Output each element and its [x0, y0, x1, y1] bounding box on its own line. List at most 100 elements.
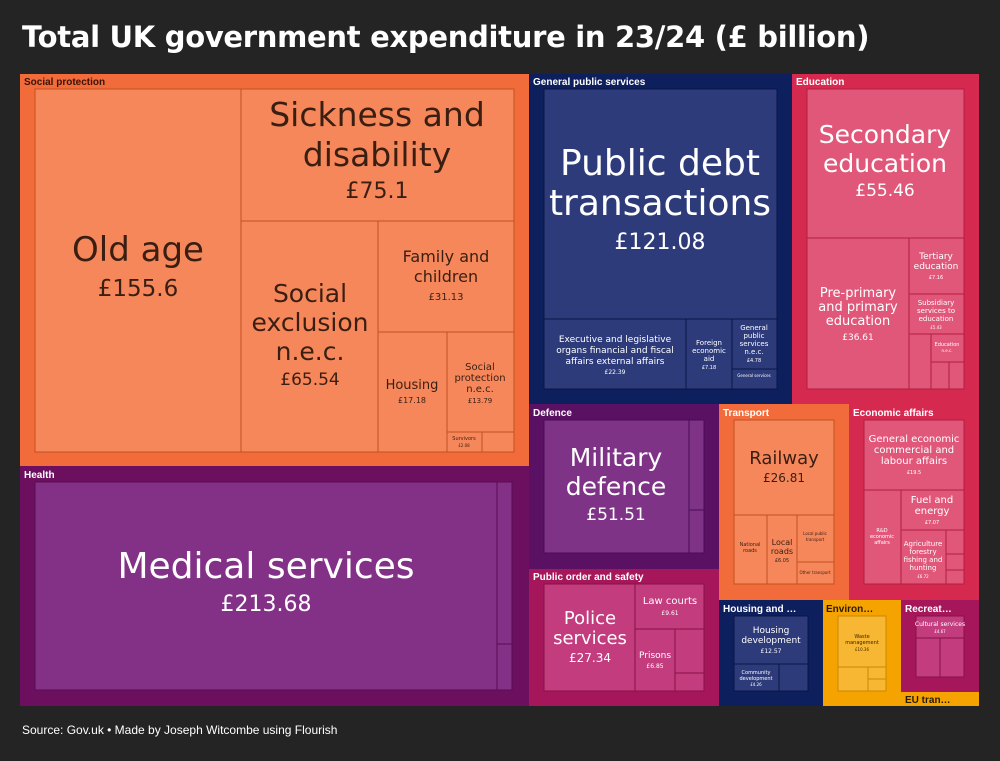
- cell-defence-small-2[interactable]: [688, 509, 705, 554]
- cell-law-courts[interactable]: [634, 583, 705, 630]
- cell-eco-small-3[interactable]: [945, 569, 965, 585]
- cell-general-economic[interactable]: [863, 419, 965, 491]
- cell-waste-management[interactable]: [837, 615, 887, 668]
- cell-old-age[interactable]: [34, 88, 242, 453]
- cell-housing-sp[interactable]: [377, 331, 448, 453]
- label-waste-2: management: [845, 640, 879, 646]
- label-general-services: General services: [737, 373, 770, 378]
- cell-defence-small-1[interactable]: [688, 419, 705, 511]
- cell-community-development[interactable]: [733, 663, 780, 692]
- cell-general-services[interactable]: [731, 368, 778, 390]
- cell-edu-small-1[interactable]: [908, 333, 932, 390]
- cell-gps-nec[interactable]: [731, 318, 778, 370]
- cell-eco-small-2[interactable]: [945, 553, 965, 571]
- value-soc-excl: £65.54: [280, 370, 339, 390]
- label-general-economic-3: labour affairs: [881, 456, 947, 467]
- label-cultural-services: Cultural services: [915, 621, 965, 628]
- cell-unemployment[interactable]: [481, 431, 515, 453]
- group-label-recreation: Recreat…: [905, 604, 952, 615]
- cell-edu-nec[interactable]: [930, 333, 965, 363]
- cell-medical-services[interactable]: [34, 481, 498, 691]
- cell-hcd-small[interactable]: [778, 663, 809, 692]
- cell-pre-primary[interactable]: [806, 237, 910, 390]
- cell-eco-small-1[interactable]: [945, 529, 965, 555]
- value-railway: £26.81: [763, 471, 805, 485]
- cell-sickness[interactable]: [240, 88, 515, 222]
- label-tertiary-1: Tertiary: [918, 252, 953, 262]
- label-public-debt-2: transactions: [549, 183, 771, 224]
- label-local-roads-1: Local: [772, 538, 793, 547]
- value-cultural-services: £4.67: [934, 629, 946, 634]
- label-foreign-aid-1: Foreign: [696, 339, 722, 347]
- label-medical-services: Medical services: [117, 546, 414, 587]
- label-agriculture-4: hunting: [910, 564, 937, 572]
- cell-edu-small-2[interactable]: [930, 361, 950, 390]
- label-police-1: Police: [564, 608, 616, 629]
- cell-rd-economic[interactable]: [863, 489, 902, 585]
- value-general-economic: £19.5: [907, 470, 921, 476]
- label-subsidiary-3: education: [919, 315, 954, 323]
- label-family-1: Family and: [403, 247, 490, 266]
- cell-pos-small-2[interactable]: [674, 672, 705, 692]
- group-label-health: Health: [24, 470, 55, 481]
- cell-military-defence[interactable]: [543, 419, 690, 554]
- label-sickness-2: disability: [303, 135, 451, 174]
- cell-rec-small-1[interactable]: [915, 637, 941, 678]
- cell-health-small-1[interactable]: [496, 481, 513, 645]
- cell-sp-nec[interactable]: [446, 331, 515, 433]
- cell-national-roads[interactable]: [733, 514, 768, 585]
- cell-railway[interactable]: [733, 419, 835, 516]
- value-pre-primary: £36.61: [842, 333, 874, 343]
- group-label-defence: Defence: [533, 408, 572, 419]
- label-old-age: Old age: [72, 230, 204, 270]
- label-law-courts: Law courts: [643, 596, 697, 607]
- cell-fuel-energy[interactable]: [900, 489, 965, 531]
- cell-housing-development[interactable]: [733, 615, 809, 665]
- cell-secondary[interactable]: [806, 88, 965, 239]
- group-eu-transactions[interactable]: [901, 692, 979, 706]
- cell-env-small-2[interactable]: [867, 666, 887, 680]
- cell-health-small-2[interactable]: [496, 643, 513, 691]
- label-sp-nec-2: protection: [454, 373, 505, 384]
- cell-pos-small-1[interactable]: [674, 628, 705, 674]
- cell-env-small-1[interactable]: [837, 666, 869, 692]
- value-fuel: £7.07: [925, 520, 939, 526]
- cell-police[interactable]: [543, 583, 636, 692]
- cell-edu-small-3[interactable]: [948, 361, 965, 390]
- cell-survivors[interactable]: [446, 431, 483, 453]
- cell-tertiary[interactable]: [908, 237, 965, 295]
- label-pre-primary-1: Pre-primary: [820, 286, 897, 301]
- label-executive-1: Executive and legislative: [559, 335, 672, 345]
- cell-foreign-aid[interactable]: [685, 318, 733, 390]
- label-fuel-1: Fuel and: [911, 495, 953, 506]
- label-fuel-2: energy: [915, 506, 950, 517]
- value-foreign-aid: £7.18: [702, 365, 716, 371]
- label-rd-eco-3: affairs: [874, 540, 890, 546]
- cell-local-roads[interactable]: [766, 514, 798, 585]
- label-community-dev-1: Community: [742, 670, 771, 676]
- group-label-housing-community: Housing and …: [723, 604, 796, 615]
- value-waste: £10.36: [855, 647, 869, 652]
- cell-public-debt[interactable]: [543, 88, 778, 320]
- label-gps-nec-3: services: [740, 340, 769, 348]
- value-military: £51.51: [586, 505, 645, 525]
- value-housing-dev: £12.57: [761, 648, 782, 655]
- chart-title: Total UK government expenditure in 23/24…: [22, 20, 870, 54]
- cell-subsidiary[interactable]: [908, 293, 965, 335]
- label-executive-3: affairs external affairs: [566, 357, 665, 367]
- cell-local-public-transport[interactable]: [796, 514, 835, 563]
- label-subsidiary-1: Subsidiary: [918, 299, 955, 307]
- label-rd-eco-1: R&D: [876, 528, 887, 534]
- label-secondary-1: Secondary: [819, 120, 952, 149]
- cell-agriculture[interactable]: [900, 529, 947, 585]
- label-executive-2: organs financial and fiscal: [556, 346, 674, 356]
- cell-family[interactable]: [377, 220, 515, 333]
- cell-executive[interactable]: [543, 318, 687, 390]
- value-police: £27.34: [569, 651, 611, 665]
- group-label-transport: Transport: [723, 408, 770, 419]
- label-sp-nec-3: n.e.c.: [466, 384, 494, 395]
- cell-rec-small-2[interactable]: [939, 637, 965, 678]
- group-label-gps: General public services: [533, 77, 646, 88]
- cell-env-small-3[interactable]: [867, 678, 887, 692]
- cell-other-transport[interactable]: [796, 561, 835, 585]
